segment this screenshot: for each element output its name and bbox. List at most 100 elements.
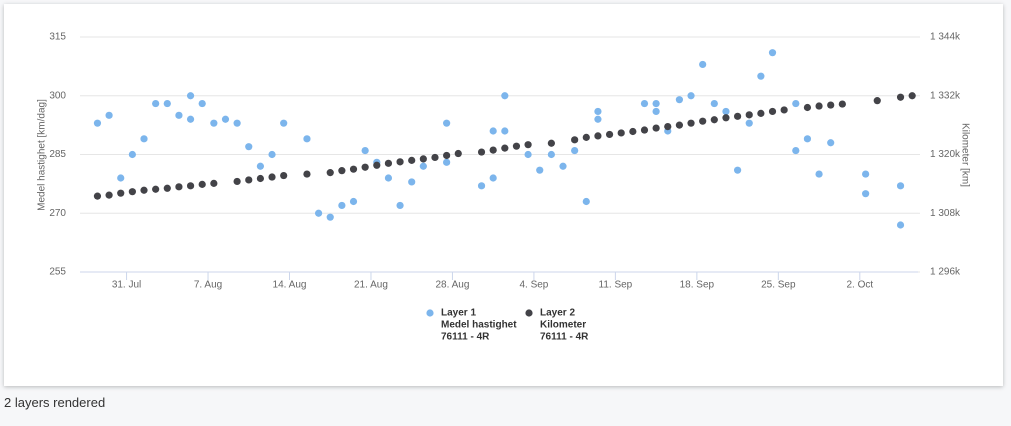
- x-tick-label: 21. Aug: [354, 280, 388, 291]
- data-point: [477, 182, 486, 190]
- data-point: [827, 101, 835, 109]
- data-point: [571, 146, 579, 155]
- data-point: [93, 192, 102, 200]
- x-tick-label: 18. Sep: [680, 280, 715, 291]
- data-point: [745, 119, 753, 127]
- data-point: [268, 173, 276, 181]
- data-point: [605, 130, 614, 139]
- data-point: [245, 143, 253, 151]
- x-tick-label: 28. Aug: [435, 280, 469, 291]
- data-point: [443, 158, 451, 166]
- data-point: [733, 166, 742, 174]
- chart-card: [4, 4, 1003, 386]
- data-point: [896, 182, 905, 190]
- data-point: [326, 169, 334, 177]
- data-point: [221, 115, 230, 123]
- y2-tick-label: 1 332k: [930, 90, 961, 101]
- data-point: [757, 109, 765, 117]
- data-point: [722, 114, 730, 122]
- data-point: [827, 139, 835, 147]
- legend-label: 76111 - 4R: [540, 332, 589, 343]
- data-point: [233, 119, 241, 127]
- data-point: [338, 201, 346, 210]
- data-point: [547, 150, 555, 159]
- data-point: [303, 135, 311, 143]
- data-point: [373, 161, 381, 169]
- data-point: [687, 119, 695, 127]
- data-point: [699, 60, 707, 69]
- data-point: [256, 174, 265, 183]
- data-point: [268, 150, 276, 159]
- data-point: [128, 188, 136, 196]
- data-point: [186, 92, 195, 100]
- data-point: [862, 190, 870, 198]
- y2-tick-label: 1 320k: [930, 149, 961, 160]
- data-point: [186, 182, 195, 190]
- data-point: [745, 111, 753, 119]
- y-tick-label: 285: [49, 149, 66, 160]
- x-tick-label: 2. Oct: [846, 280, 873, 291]
- data-point: [128, 150, 136, 159]
- data-point: [117, 174, 125, 182]
- y-tick-label: 270: [49, 208, 66, 219]
- data-point: [117, 189, 125, 197]
- footer-status: 2 layers rendered: [4, 395, 106, 410]
- data-point: [652, 124, 660, 132]
- data-point: [640, 126, 649, 134]
- data-point: [710, 116, 718, 124]
- y-tick-label: 315: [49, 32, 66, 43]
- data-point: [617, 129, 625, 137]
- y-tick-label: 255: [49, 267, 66, 278]
- data-point: [733, 112, 742, 120]
- data-point: [419, 155, 427, 163]
- y-tick-label: 300: [49, 90, 66, 101]
- data-point: [815, 170, 823, 178]
- data-point: [443, 151, 451, 160]
- data-point: [873, 97, 881, 105]
- data-point: [768, 107, 777, 116]
- data-point: [326, 213, 334, 221]
- data-point: [256, 162, 265, 170]
- data-point: [233, 177, 241, 186]
- x-tick-label: 31. Jul: [112, 280, 141, 291]
- legend-label: Layer 2: [540, 308, 575, 319]
- data-point: [780, 106, 788, 114]
- data-point: [338, 167, 346, 175]
- data-point: [431, 153, 439, 162]
- data-point: [559, 162, 567, 170]
- data-point: [675, 96, 684, 104]
- data-point: [652, 107, 660, 116]
- data-point: [582, 197, 590, 206]
- data-point: [210, 179, 218, 187]
- data-point: [629, 127, 637, 136]
- data-point: [396, 158, 404, 166]
- data-point: [280, 171, 288, 180]
- data-point: [175, 183, 183, 191]
- data-point: [175, 111, 183, 119]
- data-point: [489, 146, 497, 154]
- data-point: [396, 201, 404, 210]
- data-point: [594, 115, 602, 123]
- data-point: [314, 209, 323, 217]
- data-point: [105, 191, 113, 199]
- data-point: [163, 99, 171, 108]
- data-point: [594, 132, 602, 140]
- data-point: [862, 170, 870, 178]
- y2-axis-label: Kilometer [km]: [959, 123, 970, 187]
- data-point: [152, 185, 160, 193]
- data-point: [524, 150, 532, 159]
- data-point: [501, 144, 509, 152]
- data-point: [210, 119, 218, 127]
- x-tick-label: 7. Aug: [194, 280, 222, 291]
- data-point: [710, 99, 718, 108]
- x-tick-label: 4. Sep: [519, 280, 548, 291]
- legend-label: Medel hastighet: [441, 320, 517, 331]
- y2-tick-label: 1 296k: [930, 267, 961, 278]
- data-point: [536, 166, 544, 174]
- data-point: [512, 142, 521, 150]
- data-point: [757, 72, 765, 80]
- data-point: [186, 115, 195, 123]
- data-point: [93, 119, 102, 127]
- data-point: [349, 197, 358, 206]
